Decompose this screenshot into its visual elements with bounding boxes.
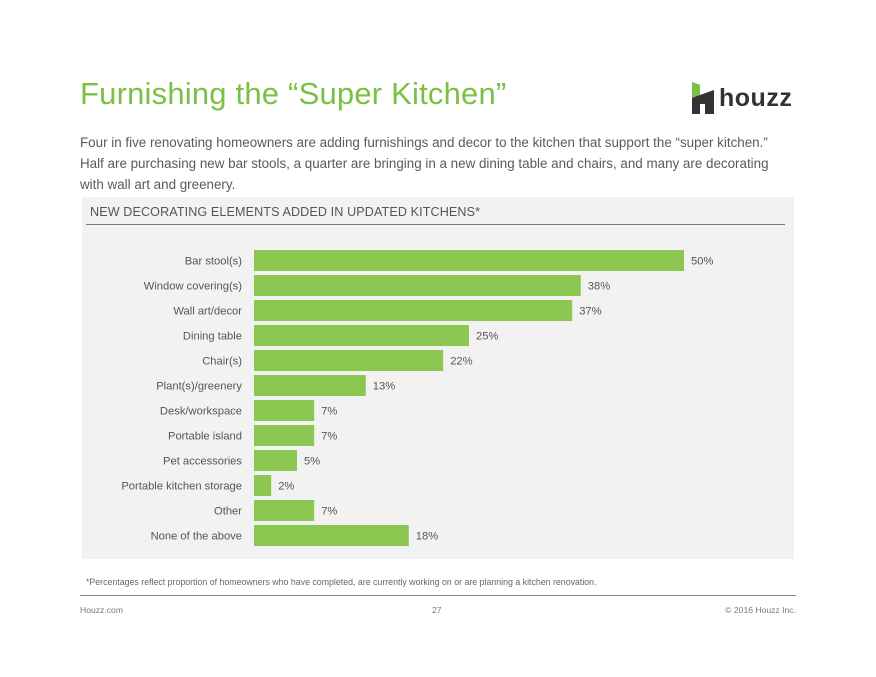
- bar-chart: Bar stool(s) 50% Window covering(s) 38% Wall…: [121, 250, 713, 546]
- category-label: Bar stool(s): [185, 256, 242, 268]
- value-label: 50%: [691, 256, 713, 268]
- bar: [254, 525, 409, 546]
- footer-site: Houzz.com: [80, 605, 123, 615]
- value-label: 7%: [321, 431, 337, 443]
- value-label: 22%: [450, 356, 472, 368]
- bar: [254, 325, 469, 346]
- houzz-logo-icon: [692, 82, 714, 114]
- footer-divider: [80, 595, 796, 596]
- category-label: Pet accessories: [163, 456, 242, 468]
- bar: [254, 350, 444, 371]
- bar: [254, 475, 272, 496]
- footer-copyright: © 2016 Houzz Inc.: [725, 605, 796, 615]
- bar: [254, 300, 573, 321]
- category-label: Plant(s)/greenery: [156, 381, 242, 393]
- footnote: *Percentages reflect proportion of homeo…: [86, 577, 597, 587]
- category-label: Chair(s): [202, 356, 242, 368]
- bar: [254, 400, 315, 421]
- category-label: Other: [214, 506, 242, 518]
- category-label: Portable island: [168, 431, 242, 443]
- page-number: 27: [432, 605, 442, 615]
- category-label: Window covering(s): [144, 281, 243, 293]
- bar: [254, 275, 581, 296]
- value-label: 13%: [373, 381, 395, 393]
- chart-title: NEW DECORATING ELEMENTS ADDED IN UPDATED…: [90, 205, 481, 219]
- category-label: Wall art/decor: [173, 306, 242, 318]
- bar: [254, 425, 315, 446]
- category-label: Dining table: [183, 331, 242, 343]
- value-label: 5%: [304, 456, 320, 468]
- value-label: 18%: [416, 531, 438, 543]
- value-label: 25%: [476, 331, 498, 343]
- value-label: 7%: [321, 506, 337, 518]
- logo-wordmark: houzz: [719, 83, 793, 112]
- houzz-logo: houzz: [692, 82, 792, 114]
- chart-title-divider: [86, 224, 785, 225]
- bar: [254, 250, 684, 271]
- category-label: Desk/workspace: [160, 406, 242, 418]
- value-label: 38%: [588, 281, 610, 293]
- page-title: Furnishing the “Super Kitchen”: [80, 76, 507, 111]
- category-label: Portable kitchen storage: [121, 481, 242, 493]
- intro-paragraph: Four in five renovating homeowners are a…: [80, 135, 769, 192]
- bar: [254, 375, 366, 396]
- value-label: 7%: [321, 406, 337, 418]
- value-label: 2%: [278, 481, 294, 493]
- bar: [254, 500, 315, 521]
- bar: [254, 450, 297, 471]
- category-label: None of the above: [151, 531, 242, 543]
- value-label: 37%: [579, 306, 601, 318]
